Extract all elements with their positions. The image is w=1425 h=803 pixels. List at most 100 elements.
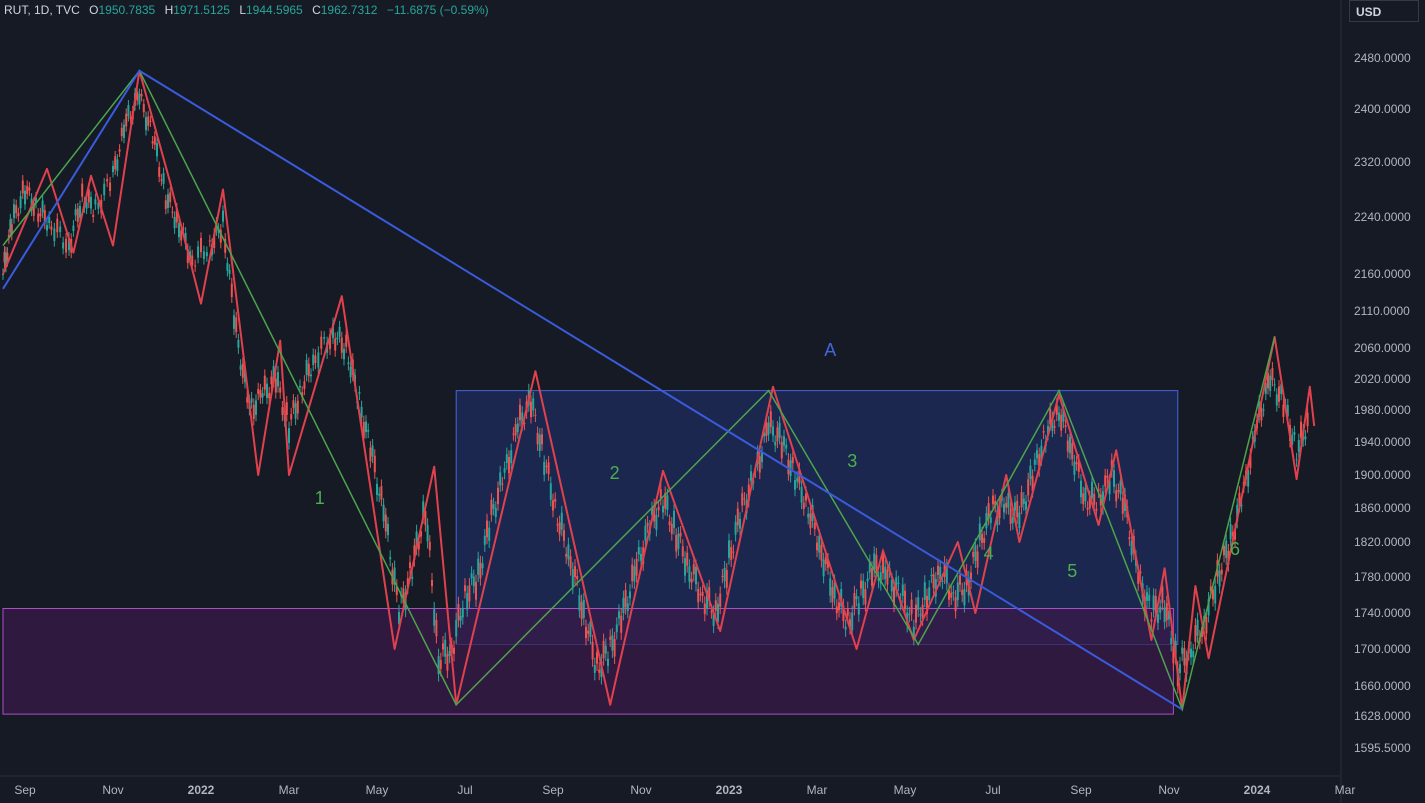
candle [794, 473, 796, 497]
candle [317, 346, 320, 374]
wave-label-1: 1 [315, 488, 325, 508]
candle [1097, 482, 1100, 498]
candle-body [976, 551, 979, 568]
candle [646, 515, 649, 534]
candle-body [1183, 648, 1186, 666]
x-tick-label: Jul [457, 783, 472, 797]
candle-body [439, 660, 442, 669]
candle [277, 365, 279, 393]
candle [1022, 492, 1025, 511]
candle [552, 493, 554, 518]
candle [332, 317, 334, 344]
candle [543, 455, 546, 482]
candle-body [1267, 372, 1269, 389]
candle [668, 514, 671, 532]
candle-body [461, 607, 464, 618]
candle [994, 494, 997, 513]
candle [690, 571, 693, 590]
candle-body [725, 569, 728, 588]
candle [829, 571, 832, 603]
candle [864, 582, 867, 612]
candle [688, 559, 691, 589]
candle [470, 566, 473, 586]
candle [222, 205, 224, 228]
y-tick-label: 2020.0000 [1354, 372, 1411, 386]
candle-body [409, 562, 411, 569]
candle-body [763, 432, 766, 437]
candle [53, 222, 56, 247]
candle-body [624, 590, 627, 608]
candle [549, 476, 552, 507]
currency-selector[interactable]: USD [1349, 0, 1419, 22]
candle-body [728, 540, 730, 558]
candle [877, 571, 880, 589]
candle-body [774, 441, 777, 446]
candle-body [1214, 585, 1217, 604]
candle-body [1179, 664, 1181, 674]
candle-body [844, 626, 847, 630]
candle-body [904, 590, 906, 609]
candle [1278, 380, 1280, 409]
candle [802, 496, 805, 516]
candle [261, 387, 264, 404]
candle [644, 519, 647, 548]
candle-body [459, 615, 462, 621]
candle-body [747, 484, 750, 502]
candle-body [714, 600, 717, 611]
candle [901, 577, 904, 604]
candle [613, 631, 616, 664]
candle-body [1293, 432, 1296, 435]
candle [373, 449, 376, 479]
candle [129, 111, 132, 124]
candle [631, 557, 634, 589]
candle [904, 583, 906, 616]
x-tick-label: Mar [1335, 783, 1356, 797]
candle-body [1159, 606, 1162, 613]
candle [270, 370, 273, 391]
change-value: −11.6875 (−0.59%) [386, 3, 489, 17]
candle [340, 331, 343, 359]
candle-body [835, 606, 838, 614]
candle [657, 500, 660, 518]
candle [160, 174, 163, 186]
candle [233, 309, 235, 335]
candle-body [415, 531, 418, 549]
candle [281, 400, 284, 422]
candle [1300, 415, 1302, 445]
zigzag-line [2, 69, 1316, 711]
candle-body [46, 225, 48, 231]
candle [492, 497, 495, 516]
x-tick-label: 2023 [716, 783, 743, 797]
candle [252, 398, 255, 426]
candle-body [268, 393, 271, 399]
candle-body [948, 590, 950, 600]
candle-body [178, 222, 180, 238]
candle-body [646, 522, 649, 527]
candle-body [567, 544, 570, 560]
candle-body [765, 422, 768, 437]
candle-body [406, 578, 409, 587]
candle-body [186, 249, 189, 264]
candle-body [556, 524, 559, 526]
candle-body [640, 553, 642, 561]
candle-body [712, 612, 715, 626]
candle [387, 517, 389, 542]
candle [736, 501, 739, 533]
candle-body [761, 452, 763, 463]
candle-body [1051, 417, 1054, 431]
candle-body [303, 381, 306, 389]
candle [382, 498, 385, 529]
candle-body [431, 580, 433, 587]
candle-body [175, 208, 178, 223]
candle-body [384, 514, 387, 532]
candle [92, 209, 95, 223]
candle-body [565, 553, 568, 557]
candle [664, 486, 667, 516]
candle-body [1095, 508, 1098, 511]
candle [574, 559, 576, 585]
candle [679, 526, 682, 544]
candle-body [1031, 475, 1034, 492]
candle [208, 234, 211, 247]
candle [442, 636, 444, 657]
